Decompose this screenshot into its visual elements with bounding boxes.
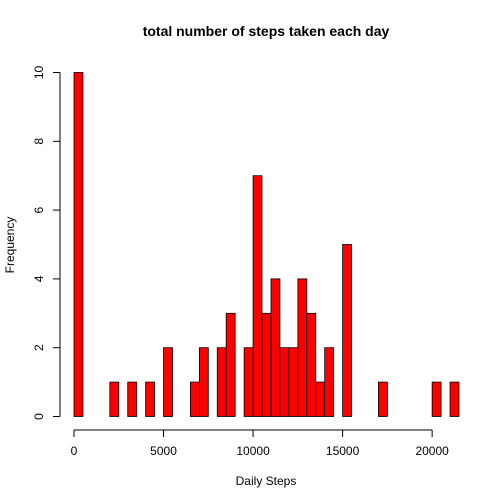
y-tick-label: 10 bbox=[32, 66, 46, 80]
histogram-bar bbox=[189, 381, 200, 417]
histogram-bar bbox=[288, 347, 299, 417]
histogram-bar bbox=[270, 278, 281, 417]
x-axis-label: Daily Steps bbox=[236, 474, 297, 488]
y-axis-label: Frequency bbox=[3, 217, 17, 274]
histogram-bar bbox=[243, 347, 254, 417]
bars-group bbox=[73, 72, 460, 417]
y-tick-label: 0 bbox=[32, 413, 46, 420]
y-tick-label: 6 bbox=[32, 206, 46, 213]
y-tick-label: 4 bbox=[32, 275, 46, 282]
histogram-bar bbox=[306, 312, 317, 417]
histogram-bar bbox=[127, 381, 138, 417]
histogram-bar bbox=[431, 381, 442, 417]
histogram-bar bbox=[378, 381, 388, 417]
y-tick-label: 2 bbox=[32, 344, 46, 351]
x-tick-label: 20000 bbox=[415, 444, 449, 458]
histogram-bar bbox=[163, 347, 173, 417]
histogram-bar bbox=[279, 347, 290, 417]
x-tick-label: 10000 bbox=[236, 444, 270, 458]
histogram-bar bbox=[73, 72, 84, 417]
histogram-bar bbox=[297, 278, 308, 417]
histogram-bar bbox=[225, 312, 236, 417]
histogram-bar bbox=[252, 175, 263, 417]
x-tick-label: 0 bbox=[71, 444, 78, 458]
histogram-bar bbox=[449, 381, 460, 417]
histogram-bar bbox=[261, 312, 272, 417]
chart-title: total number of steps taken each day bbox=[143, 23, 390, 39]
y-axis: 0 2 4 6 8 10 bbox=[32, 66, 61, 420]
x-tick-label: 5000 bbox=[150, 444, 177, 458]
histogram-bar bbox=[342, 244, 352, 417]
histogram-bar bbox=[145, 381, 155, 417]
histogram-bar bbox=[324, 347, 335, 417]
x-axis: 0 5000 10000 15000 20000 bbox=[71, 429, 449, 458]
histogram-bar bbox=[109, 381, 120, 417]
histogram-bar bbox=[198, 347, 209, 417]
histogram-bar bbox=[216, 347, 227, 417]
y-tick-label: 8 bbox=[32, 138, 46, 145]
x-tick-label: 15000 bbox=[326, 444, 360, 458]
histogram-bar bbox=[315, 381, 326, 417]
